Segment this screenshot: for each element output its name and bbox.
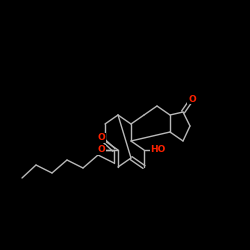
Text: HO: HO [150,146,166,154]
Text: O: O [97,146,105,154]
Text: O: O [97,134,105,142]
Text: O: O [188,94,196,104]
